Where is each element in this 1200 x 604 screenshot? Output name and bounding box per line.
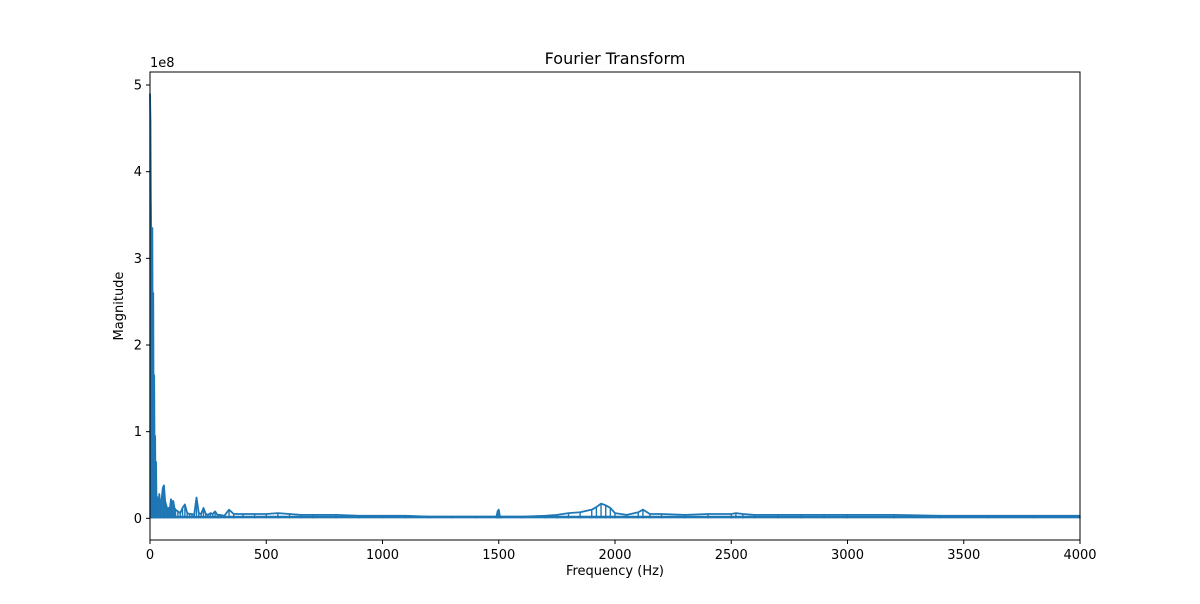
x-tick-label: 3000 [831,548,864,563]
y-tick-label: 3 [134,252,142,267]
y-axis-ticks: 0 1 2 3 4 5 [134,79,150,527]
x-tick-label: 2000 [598,548,631,563]
y-tick-label: 0 [134,512,142,527]
y-tick-label: 4 [134,165,142,180]
x-tick-label: 1000 [366,548,399,563]
y-tick-label: 5 [134,79,142,94]
y-tick-label: 2 [134,339,142,354]
x-tick-label: 4000 [1063,548,1096,563]
x-tick-label: 0 [146,548,154,563]
x-tick-label: 1500 [482,548,515,563]
x-axis-ticks: 0 500 1000 1500 2000 2500 3000 3500 4000 [146,540,1097,563]
x-tick-label: 2500 [715,548,748,563]
y-offset-label: 1e8 [150,56,175,71]
x-tick-label: 500 [254,548,279,563]
x-tick-label: 3500 [947,548,980,563]
chart-title: Fourier Transform [545,49,686,68]
y-tick-label: 1 [134,425,142,440]
x-axis-label: Frequency (Hz) [566,564,664,579]
y-axis-label: Magnitude [112,272,127,341]
plot-background [150,72,1080,540]
